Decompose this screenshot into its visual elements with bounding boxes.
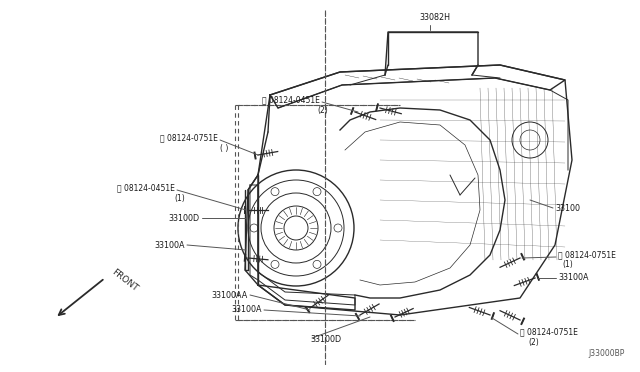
Text: Ⓑ 08124-0451E: Ⓑ 08124-0451E: [262, 96, 320, 105]
Text: 33100D: 33100D: [310, 336, 341, 344]
Text: J33000BP: J33000BP: [589, 349, 625, 358]
Text: (1): (1): [174, 193, 185, 202]
Text: Ⓑ 08124-0751E: Ⓑ 08124-0751E: [160, 134, 218, 142]
Text: (1): (1): [562, 260, 573, 269]
Text: Ⓑ 08124-0451E: Ⓑ 08124-0451E: [117, 183, 175, 192]
Text: Ⓑ 08124-0751E: Ⓑ 08124-0751E: [520, 327, 578, 337]
Text: (2): (2): [528, 337, 539, 346]
Text: FRONT: FRONT: [110, 268, 140, 294]
Text: 33100A: 33100A: [154, 241, 185, 250]
Text: 33082H: 33082H: [419, 13, 451, 22]
Text: 33100AA: 33100AA: [212, 291, 248, 299]
Text: Ⓑ 08124-0751E: Ⓑ 08124-0751E: [558, 250, 616, 260]
Text: 33100A: 33100A: [232, 305, 262, 314]
Text: 33100A: 33100A: [558, 273, 589, 282]
Text: 33100: 33100: [555, 203, 580, 212]
Text: ( ): ( ): [220, 144, 228, 153]
Text: 33100D: 33100D: [169, 214, 200, 222]
Text: (2): (2): [317, 106, 328, 115]
